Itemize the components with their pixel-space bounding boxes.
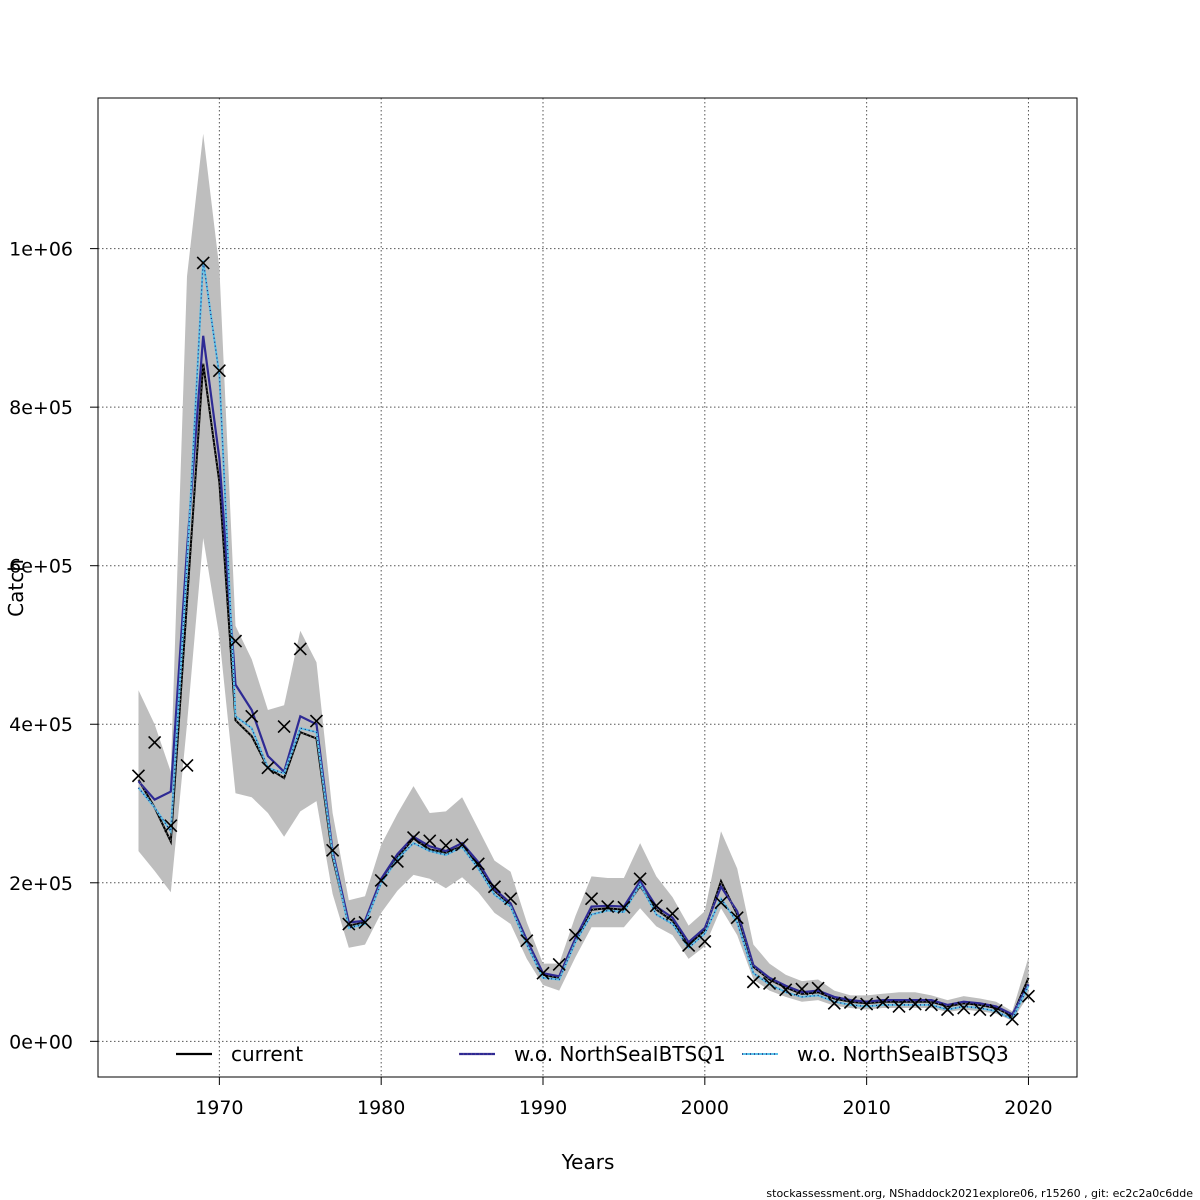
observation-marker xyxy=(762,976,777,991)
observation-marker xyxy=(940,1003,955,1017)
confidence-band-area xyxy=(138,133,1029,1021)
observation-marker xyxy=(309,714,324,728)
legend-label-0: current xyxy=(231,1042,303,1066)
observation-marker xyxy=(261,761,275,775)
observation-marker xyxy=(860,997,874,1011)
axes: 1970 1980 1990 2000 2010 2020 0e+00 2e+05 4e+05 6… xyxy=(9,97,1078,1119)
observation-marker xyxy=(714,896,728,910)
observation-marker xyxy=(504,892,518,906)
legend-label-1: w.o. NorthSeaIBTSQ1 xyxy=(514,1042,726,1066)
observation-marker xyxy=(973,1003,987,1017)
observation-marker xyxy=(358,915,372,929)
legend: current w.o. NorthSeaIBTSQ1 w.o. NorthSeaI… xyxy=(176,1042,1009,1066)
observation-marker xyxy=(293,642,307,656)
observation-marker xyxy=(1021,989,1036,1003)
observation-marker xyxy=(908,997,922,1011)
y-tick-label: 4e+05 xyxy=(9,714,73,736)
observation-marker xyxy=(924,998,938,1012)
observation-marker xyxy=(228,634,243,648)
observation-marker xyxy=(843,995,858,1010)
confidence-band xyxy=(138,133,1029,1021)
observation-marker xyxy=(617,900,631,914)
observation-marker xyxy=(552,957,566,972)
plot-frame xyxy=(97,97,1078,1078)
observation-marker xyxy=(989,1003,1003,1017)
observation-marker xyxy=(584,892,599,906)
observation-marker xyxy=(876,995,890,1010)
observation-marker xyxy=(520,934,534,948)
observation-marker xyxy=(487,880,502,894)
legend-label-2: w.o. NorthSeaIBTSQ3 xyxy=(797,1042,1009,1066)
observation-marker xyxy=(277,720,291,734)
x-tick-label: 1990 xyxy=(519,1097,567,1119)
observation-marker xyxy=(1005,1012,1019,1026)
footer-credit: stockassessment.org, NShaddock2021explor… xyxy=(766,1187,1193,1200)
observation-marker xyxy=(374,873,388,887)
observation-marker xyxy=(892,999,906,1014)
y-tick-label: 1e+06 xyxy=(9,239,73,261)
observation-marker xyxy=(779,983,793,997)
x-tick-label: 1980 xyxy=(357,1097,405,1119)
observation-marker xyxy=(212,364,226,378)
x-tick-label: 2000 xyxy=(681,1097,729,1119)
x-tick-label: 1970 xyxy=(195,1097,243,1119)
observation-marker xyxy=(180,758,194,773)
observation-marker xyxy=(795,982,809,996)
observation-marker xyxy=(601,900,615,914)
observation-marker xyxy=(326,843,340,857)
observation-marker xyxy=(682,938,696,952)
observation-marker xyxy=(390,854,404,868)
observation-marker xyxy=(649,899,663,913)
y-tick-label: 0e+00 xyxy=(9,1031,73,1053)
y-axis-title: Catch xyxy=(4,559,28,617)
observation-marker xyxy=(131,769,146,783)
grid-lines xyxy=(98,98,1077,1077)
observation-marker xyxy=(245,709,259,723)
observation-marker xyxy=(827,996,841,1010)
observation-marker xyxy=(455,838,469,852)
observation-marker xyxy=(196,256,210,270)
observation-marker xyxy=(633,872,647,886)
y-tick-label: 6e+05 xyxy=(9,556,73,578)
observation-marker xyxy=(811,981,825,995)
observation-marker xyxy=(164,819,178,833)
observation-marker xyxy=(148,735,162,750)
observation-marker xyxy=(536,966,550,980)
observation-marker xyxy=(406,831,421,845)
y-tick-label: 8e+05 xyxy=(9,397,73,419)
observation-marker xyxy=(746,975,760,989)
observation-marker xyxy=(568,928,582,942)
x-axis-title: Years xyxy=(561,1150,615,1174)
observation-marker xyxy=(342,917,356,931)
series-line-0-dots xyxy=(138,363,1029,1017)
x-tick-label: 2010 xyxy=(842,1097,890,1119)
observation-markers xyxy=(131,256,1036,1026)
observation-marker xyxy=(439,838,453,853)
y-tick-label: 2e+05 xyxy=(9,873,73,895)
observation-marker xyxy=(957,1001,971,1015)
x-tick-label: 2020 xyxy=(1004,1097,1052,1119)
observation-marker xyxy=(471,857,485,871)
observation-marker xyxy=(423,834,437,848)
observation-marker xyxy=(698,934,712,949)
observation-marker xyxy=(665,907,680,921)
observation-marker xyxy=(730,911,744,925)
